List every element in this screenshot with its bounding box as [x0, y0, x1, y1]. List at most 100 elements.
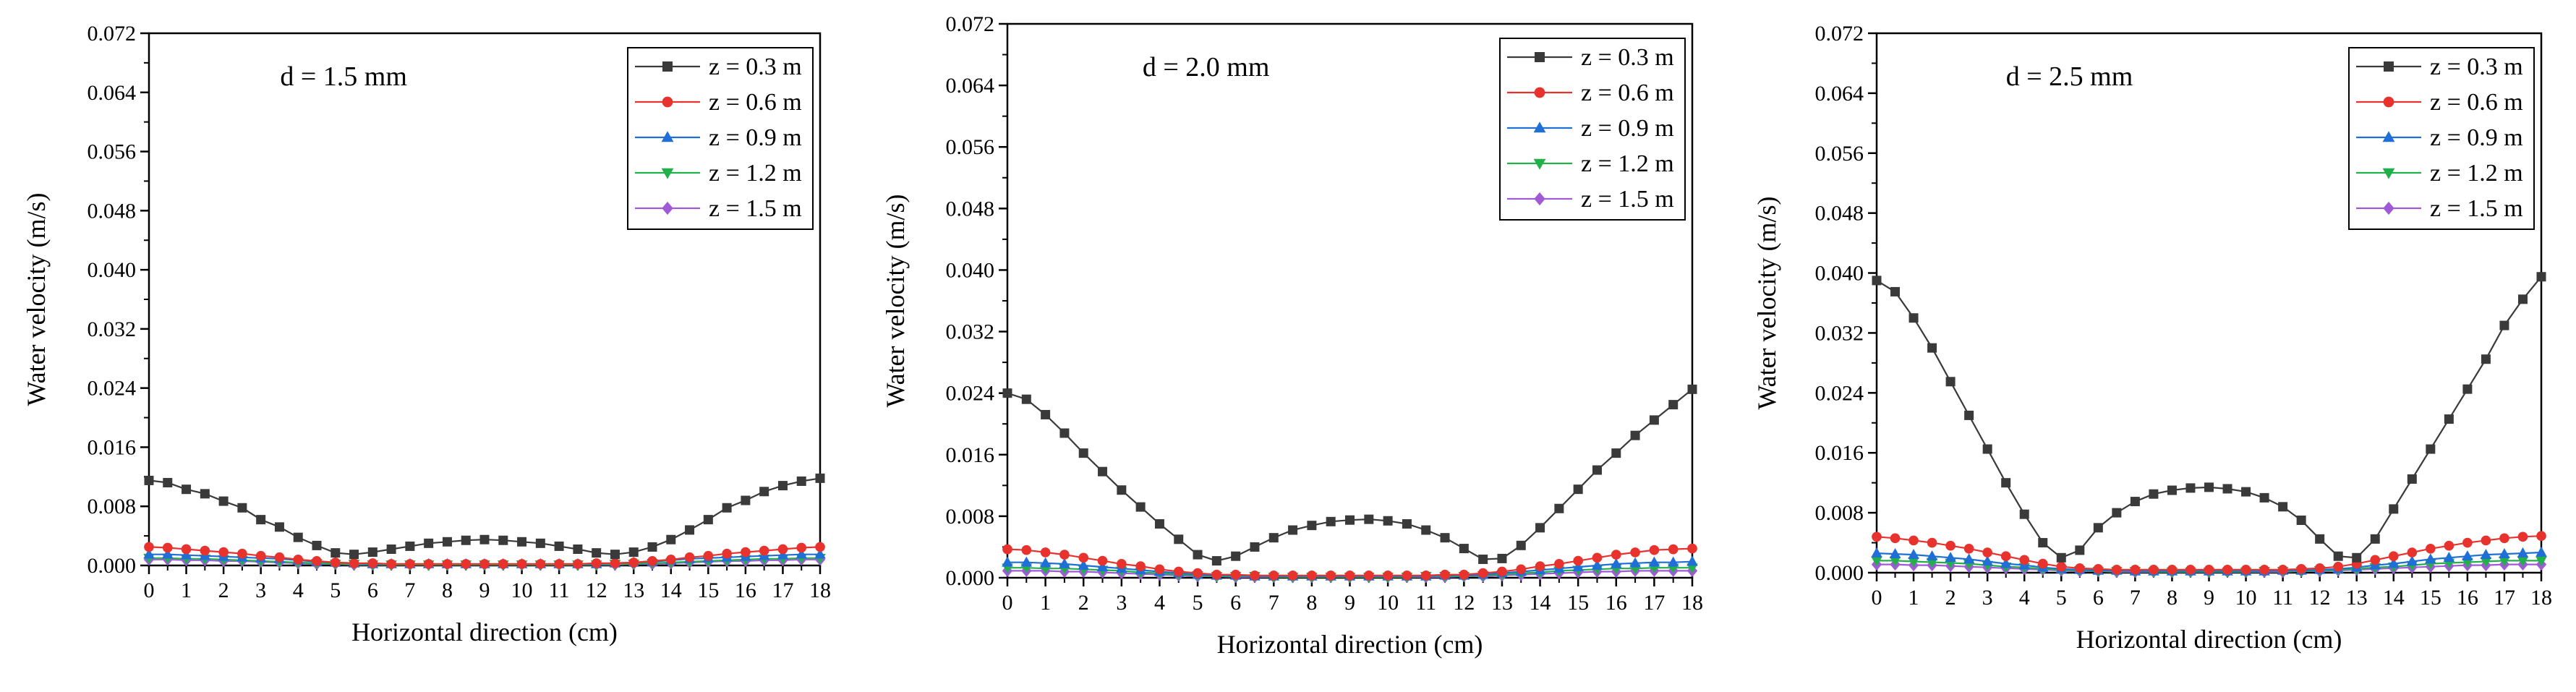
data-point	[2444, 414, 2454, 424]
legend-marker	[662, 96, 673, 108]
data-point	[2407, 547, 2418, 558]
data-point	[1383, 516, 1393, 526]
data-point	[1287, 570, 1298, 581]
legend-label: z = 1.5 m	[1581, 186, 1674, 213]
data-point	[498, 559, 508, 569]
legend-box	[627, 47, 814, 230]
data-point	[2001, 478, 2011, 488]
data-point	[274, 522, 284, 532]
legend-label: z = 0.3 m	[2430, 54, 2523, 80]
data-point	[1326, 570, 1336, 581]
legend-marker	[1535, 52, 1545, 62]
data-point	[1098, 466, 1108, 477]
data-point	[1364, 514, 1374, 524]
x-tick-label: 17	[2494, 586, 2515, 610]
data-point	[741, 495, 751, 505]
data-point	[442, 537, 452, 547]
legend-box	[1499, 38, 1686, 221]
data-point	[1059, 550, 1070, 560]
data-point	[2222, 565, 2232, 575]
data-point	[2093, 563, 2104, 574]
data-point	[2204, 565, 2214, 575]
x-tick-label: 17	[772, 578, 793, 602]
x-tick-label: 16	[1605, 591, 1627, 615]
legend-label: z = 0.3 m	[1581, 44, 1674, 71]
y-tick-label: 0.040	[946, 258, 995, 282]
y-tick-label: 0.072	[88, 22, 137, 46]
data-point	[2333, 551, 2343, 561]
panel-title: d = 1.5 mm	[280, 61, 407, 92]
data-point	[2480, 557, 2492, 568]
x-tick-label: 11	[1415, 591, 1436, 615]
x-tick-label: 15	[2420, 586, 2441, 610]
data-point	[405, 541, 415, 551]
data-point	[163, 478, 173, 488]
data-point	[796, 548, 808, 559]
data-point	[1630, 547, 1640, 558]
x-tick-label: 3	[255, 578, 266, 602]
data-point	[1230, 569, 1241, 580]
data-point	[330, 548, 341, 558]
x-tick-label: 9	[479, 578, 490, 602]
legend-marker	[662, 201, 673, 215]
data-point	[479, 559, 490, 569]
x-tick-label: 12	[1453, 591, 1475, 615]
x-tick-label: 16	[735, 578, 756, 602]
data-point	[1871, 547, 1882, 558]
data-point	[1268, 533, 1279, 543]
data-point	[610, 550, 620, 560]
legend: z = 0.3 m z = 0.6 m z = 0.9 m z = 1.2 m z = …	[627, 47, 814, 230]
data-point	[2462, 550, 2473, 561]
data-point	[1250, 570, 1260, 581]
data-point	[1440, 569, 1450, 580]
data-point	[1231, 551, 1241, 561]
data-point	[1535, 523, 1545, 533]
data-point	[1890, 286, 1901, 296]
data-point	[442, 559, 453, 569]
data-point	[1288, 525, 1298, 535]
data-point	[2536, 531, 2546, 542]
data-point	[461, 559, 472, 569]
data-point	[1193, 568, 1203, 578]
x-tick-label: 8	[1306, 591, 1317, 615]
data-point	[1307, 570, 1317, 581]
data-point	[237, 548, 247, 559]
legend-label: z = 0.9 m	[2430, 124, 2523, 151]
data-point	[2407, 474, 2417, 484]
data-point	[703, 515, 713, 525]
data-point	[2462, 537, 2473, 548]
data-point	[1497, 553, 1507, 563]
data-point	[1002, 544, 1012, 555]
data-point	[2499, 556, 2510, 567]
data-point	[312, 540, 322, 550]
data-point	[647, 556, 657, 566]
data-point	[1002, 556, 1013, 567]
data-point	[628, 558, 639, 568]
y-tick-label: 0.064	[88, 81, 137, 105]
data-point	[610, 558, 620, 568]
data-point	[1982, 444, 1992, 454]
data-point	[1687, 543, 1697, 554]
data-point	[1890, 533, 1901, 544]
data-point	[237, 503, 247, 513]
data-point	[2185, 483, 2196, 493]
data-point	[1668, 400, 1679, 410]
x-tick-label: 10	[511, 578, 533, 602]
x-axis-title: Horizontal direction (cm)	[2076, 625, 2342, 654]
legend-item: z = 0.9 m	[2356, 124, 2523, 151]
data-point	[161, 548, 174, 559]
legend-marker	[661, 131, 674, 142]
data-point	[1610, 558, 1622, 568]
y-tick-label: 0.000	[1815, 561, 1864, 585]
data-point	[1908, 535, 1919, 546]
x-tick-label: 3	[1116, 591, 1127, 615]
data-point	[2462, 558, 2473, 568]
data-point	[293, 532, 303, 542]
data-point	[2149, 565, 2159, 575]
x-tick-label: 5	[330, 578, 341, 602]
y-tick-label: 0.048	[1815, 202, 1864, 226]
data-point	[349, 558, 359, 568]
data-point	[1059, 428, 1070, 438]
data-point	[1649, 544, 1660, 555]
